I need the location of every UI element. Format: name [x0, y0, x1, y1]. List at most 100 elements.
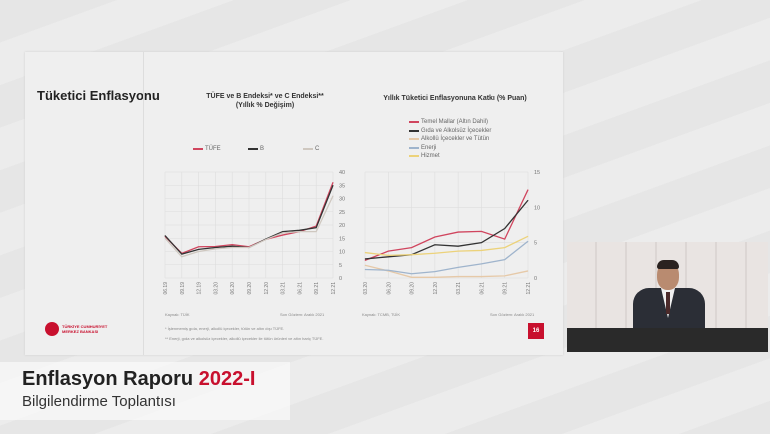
- series-line-2: [364, 264, 529, 278]
- logo-text: TÜRKİYE CUMHURİYET MERKEZ BANKASI: [62, 324, 108, 334]
- data-point: [434, 271, 436, 272]
- data-point: [411, 247, 412, 248]
- data-point: [527, 199, 529, 201]
- data-point: [231, 247, 233, 248]
- series-line-4: [364, 235, 529, 257]
- data-point: [299, 230, 300, 231]
- chart1-subtitle: (Yıllık % Değişim): [235, 102, 295, 109]
- data-point: [481, 263, 482, 265]
- data-point: [457, 267, 459, 268]
- data-point: [315, 227, 317, 228]
- series-line-3: [364, 240, 529, 275]
- data-point: [332, 182, 334, 183]
- data-point: [198, 246, 199, 248]
- y-tick-label: 20: [339, 223, 345, 229]
- data-point: [215, 246, 216, 247]
- series-line-1: [364, 199, 529, 260]
- data-point: [299, 231, 300, 232]
- lower-third: [0, 362, 290, 420]
- legend-item: Enerji: [409, 145, 436, 151]
- data-point: [215, 247, 216, 248]
- x-tick-label: 03.21: [281, 282, 287, 295]
- data-point: [504, 259, 506, 260]
- legend-label: C: [315, 146, 320, 152]
- y-tick-label: 15: [339, 236, 345, 242]
- data-point: [527, 189, 529, 190]
- podium: [567, 328, 768, 352]
- data-point: [434, 244, 436, 246]
- chart2: 03.20 06.20 09.20 12.20 03.21 06.21 09.21 12.21…: [363, 170, 540, 295]
- data-point: [364, 252, 366, 253]
- legend-item: B: [248, 146, 264, 152]
- legend-swatch: [409, 146, 419, 149]
- legend-swatch: [303, 148, 313, 150]
- tcmb-emblem-icon: [45, 322, 59, 336]
- data-point: [457, 245, 459, 247]
- legend-swatch: [248, 148, 258, 150]
- data-point: [181, 256, 183, 258]
- x-tick-label: 03.20: [213, 282, 219, 295]
- data-point: [364, 258, 366, 260]
- y-tick-label: 35: [339, 183, 345, 189]
- data-point: [411, 276, 412, 278]
- chart2-title: Yıllık Tüketici Enflasyonuna Katkı (% Pu…: [383, 95, 527, 102]
- data-point: [481, 276, 482, 277]
- legend-item: Gıda ve Alkolsüz İçecekler: [409, 128, 491, 134]
- y-tick-label: 10: [534, 205, 540, 211]
- data-point: [248, 247, 250, 248]
- x-tick-label: 06.20: [386, 282, 392, 295]
- y-tick-label: 30: [339, 197, 345, 203]
- data-point: [457, 231, 459, 233]
- speaker-video: [567, 242, 768, 352]
- page-number: 16: [528, 323, 544, 339]
- legend-label: Gıda ve Alkolsüz İçecekler: [421, 127, 492, 134]
- y-tick-label: 5: [339, 263, 342, 269]
- data-point: [481, 231, 482, 232]
- legend-label: Enerji: [421, 144, 437, 151]
- data-point: [457, 250, 459, 252]
- data-point: [282, 234, 283, 236]
- x-tick-label: 09.19: [180, 282, 186, 295]
- data-point: [387, 256, 389, 258]
- series-line-0: [364, 189, 529, 261]
- data-point: [181, 253, 183, 255]
- presentation-slide: Tüketici Enflasyonu TÜFE ve B Endeksi* v…: [25, 52, 563, 355]
- data-point: [527, 240, 529, 242]
- source2: Kaynak: TCMB, TÜİK: [362, 312, 401, 317]
- data-point: [527, 270, 529, 272]
- legend-label: Hizmet: [421, 153, 440, 159]
- data-point: [198, 251, 199, 252]
- banner-title-main: Enflasyon Raporu: [22, 368, 199, 390]
- y-tick-label: 5: [534, 241, 537, 247]
- data-point: [364, 260, 366, 261]
- legend-swatch: [409, 155, 419, 157]
- data-point: [434, 236, 436, 238]
- x-tick-label: 12.21: [331, 282, 337, 295]
- x-tick-label: 12.21: [526, 282, 532, 295]
- legend-swatch: [409, 121, 419, 123]
- x-tick-label: 06.20: [230, 282, 236, 295]
- update2: Son Gözlem: Aralık 2021: [490, 312, 535, 317]
- data-point: [411, 254, 412, 255]
- y-tick-label: 0: [339, 276, 342, 282]
- data-point: [504, 238, 506, 240]
- x-tick-label: 03.21: [456, 282, 462, 295]
- y-tick-label: 10: [339, 250, 345, 256]
- data-point: [315, 231, 317, 232]
- legend-label: Alkollü İçecekler ve Tütün: [421, 136, 490, 142]
- data-point: [434, 252, 436, 254]
- x-tick-label: 03.20: [363, 282, 369, 295]
- tcmb-logo: TÜRKİYE CUMHURİYET MERKEZ BANKASI: [45, 322, 112, 336]
- slide-title: Tüketici Enflasyonu: [37, 88, 160, 103]
- legend-item: C: [303, 146, 319, 152]
- data-point: [504, 275, 506, 277]
- speaker: [629, 260, 709, 332]
- legend-item: Temel Mallar (Altın Dahil): [409, 119, 488, 125]
- legend-label: B: [260, 146, 265, 152]
- data-point: [504, 228, 506, 229]
- legend-item: TÜFE: [193, 146, 221, 152]
- data-point: [434, 276, 436, 278]
- source1: Kaynak: TÜİK: [165, 312, 190, 317]
- data-point: [481, 250, 482, 251]
- update1: Son Gözlem: Aralık 2021: [280, 312, 325, 317]
